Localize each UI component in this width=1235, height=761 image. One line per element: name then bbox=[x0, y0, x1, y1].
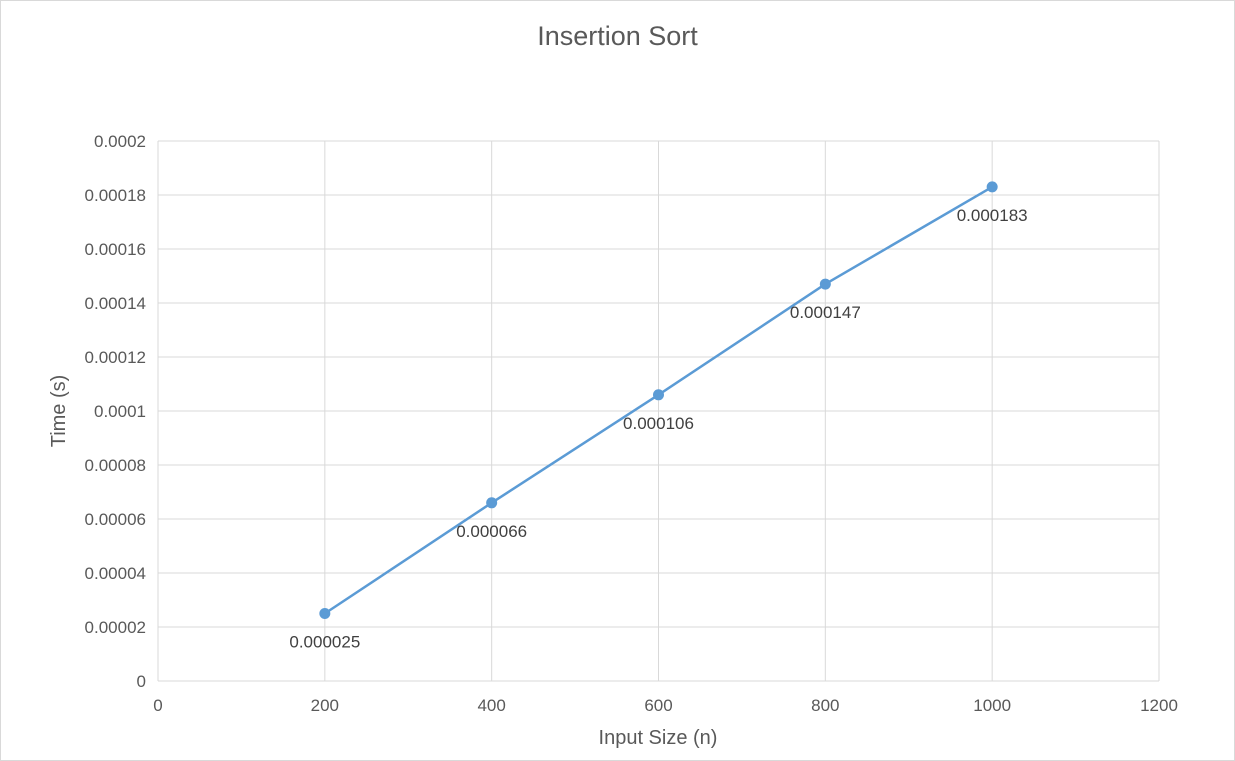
data-point-marker bbox=[819, 278, 831, 290]
data-point-marker bbox=[319, 608, 331, 619]
x-tick-label: 1200 bbox=[1140, 696, 1178, 715]
x-tick-label: 200 bbox=[311, 696, 339, 715]
chart-title: Insertion Sort bbox=[537, 21, 698, 51]
horizontal-gridlines bbox=[158, 140, 1159, 682]
x-axis-tick-labels: 0 200 400 600 800 1000 1200 bbox=[153, 696, 1178, 715]
data-point-label: 0.000106 bbox=[623, 414, 694, 433]
y-tick-label: 0 bbox=[137, 672, 146, 691]
y-tick-label: 0.0002 bbox=[94, 132, 146, 151]
data-point-marker bbox=[486, 497, 498, 509]
y-tick-label: 0.00008 bbox=[85, 456, 146, 475]
x-tick-label: 0 bbox=[153, 696, 162, 715]
y-tick-label: 0.00012 bbox=[85, 348, 146, 367]
y-tick-label: 0.00014 bbox=[85, 294, 146, 313]
y-axis-tick-labels: 0 0.00002 0.00004 0.00006 0.00008 0.0001 0.000… bbox=[85, 132, 146, 691]
x-axis-title: Input Size (n) bbox=[599, 727, 718, 749]
x-tick-label: 400 bbox=[477, 696, 505, 715]
data-point-label: 0.000183 bbox=[957, 206, 1028, 225]
y-tick-label: 0.0001 bbox=[94, 402, 146, 421]
x-tick-label: 600 bbox=[644, 696, 672, 715]
data-point-label: 0.000066 bbox=[456, 522, 527, 541]
y-tick-label: 0.00004 bbox=[85, 564, 146, 583]
data-point-marker bbox=[986, 181, 998, 193]
y-tick-label: 0.00018 bbox=[85, 186, 146, 205]
data-point-label: 0.000147 bbox=[790, 303, 861, 322]
y-tick-label: 0.00002 bbox=[85, 618, 146, 637]
data-point-label: 0.000025 bbox=[289, 633, 360, 652]
data-point-marker bbox=[653, 389, 664, 401]
y-tick-label: 0.00006 bbox=[85, 510, 146, 529]
series-layer bbox=[319, 181, 998, 619]
y-axis-title: Time (s) bbox=[48, 375, 70, 448]
y-tick-label: 0.00016 bbox=[85, 240, 146, 259]
x-tick-label: 800 bbox=[811, 696, 839, 715]
data-labels: 0.000025 0.000066 0.000106 0.000147 0.000183 bbox=[289, 206, 1027, 652]
x-tick-label: 1000 bbox=[973, 696, 1011, 715]
